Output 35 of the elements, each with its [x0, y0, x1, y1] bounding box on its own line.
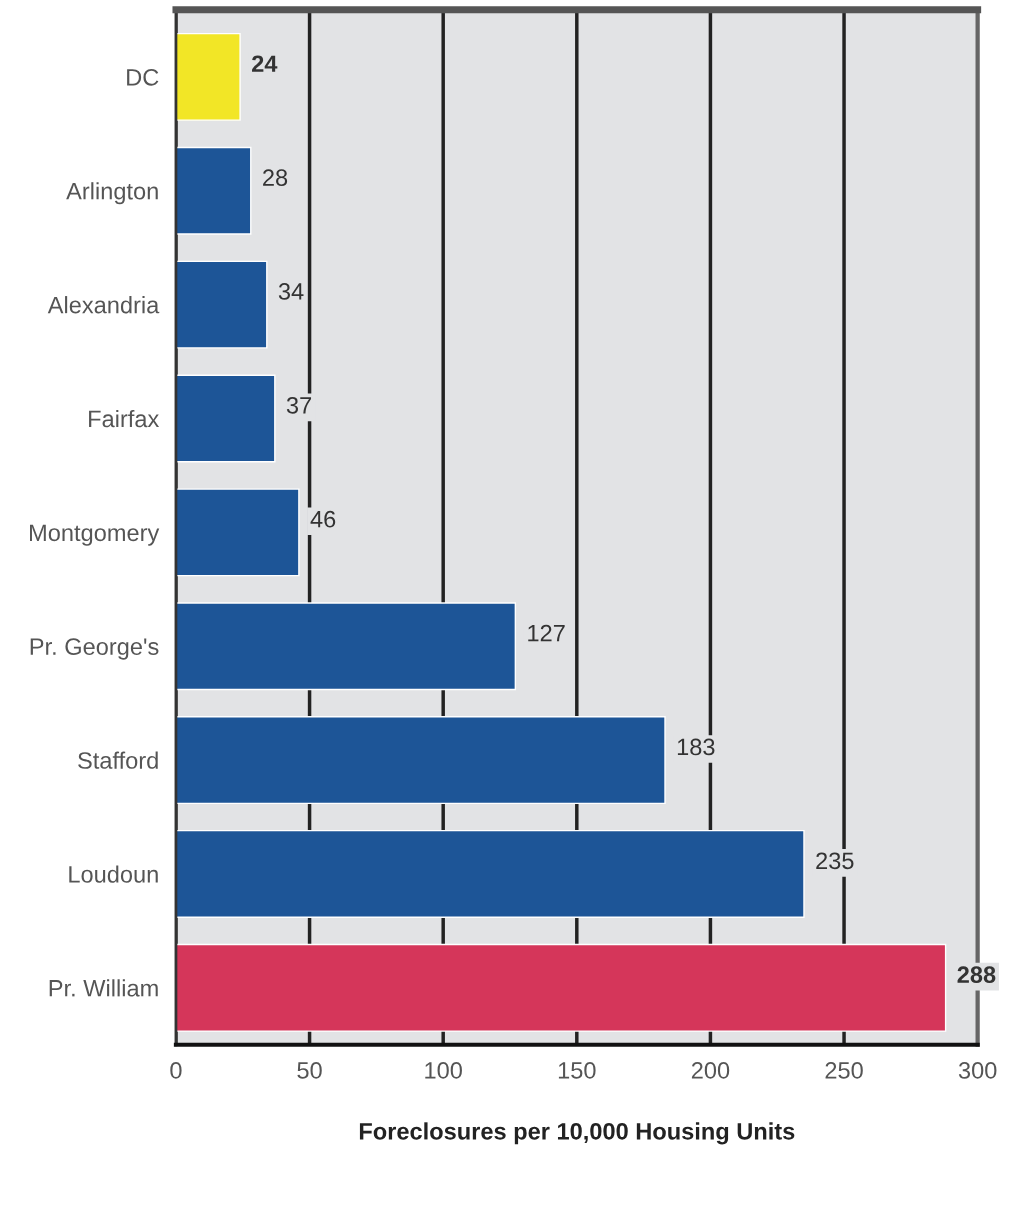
bar [175, 716, 666, 805]
x-tick-label: 100 [425, 1062, 462, 1079]
y-tick-label: Alexandria [47, 296, 160, 314]
bar [175, 260, 268, 349]
y-tick-label: Pr. William [49, 979, 158, 997]
x-tick-label: 0 [170, 1062, 182, 1079]
data-label: 183 [677, 738, 715, 756]
bar [175, 602, 517, 691]
bar [175, 32, 241, 121]
y-tick-label: DC [127, 68, 159, 86]
x-tick-label: 300 [958, 1062, 997, 1079]
x-tick-label: 150 [558, 1062, 596, 1079]
bar [175, 374, 276, 463]
y-tick-label: Arlington [66, 182, 158, 205]
data-label: 288 [957, 966, 996, 984]
data-label: 28 [263, 169, 288, 186]
data-label: 37 [286, 396, 312, 414]
data-label: 24 [252, 55, 278, 72]
y-tick-label: Pr. George's [30, 638, 159, 660]
bar [175, 146, 252, 235]
bar [175, 488, 300, 577]
data-label: 235 [816, 852, 854, 870]
x-tick-label: 50 [297, 1062, 322, 1079]
data-label: 46 [310, 510, 336, 528]
y-tick-label: Loudoun [69, 865, 158, 883]
x-tick-label: 250 [825, 1062, 863, 1079]
data-label: 34 [278, 283, 304, 300]
x-tick-label: 200 [691, 1062, 730, 1079]
bar [175, 829, 805, 918]
data-label: 127 [528, 624, 565, 642]
y-tick-label: Montgomery [30, 524, 160, 546]
y-tick-label: Fairfax [89, 409, 160, 428]
bar [175, 943, 947, 1032]
y-tick-label: Stafford [78, 751, 158, 769]
x-axis-title: Foreclosures per 10,000 Housing Units [359, 1122, 795, 1145]
